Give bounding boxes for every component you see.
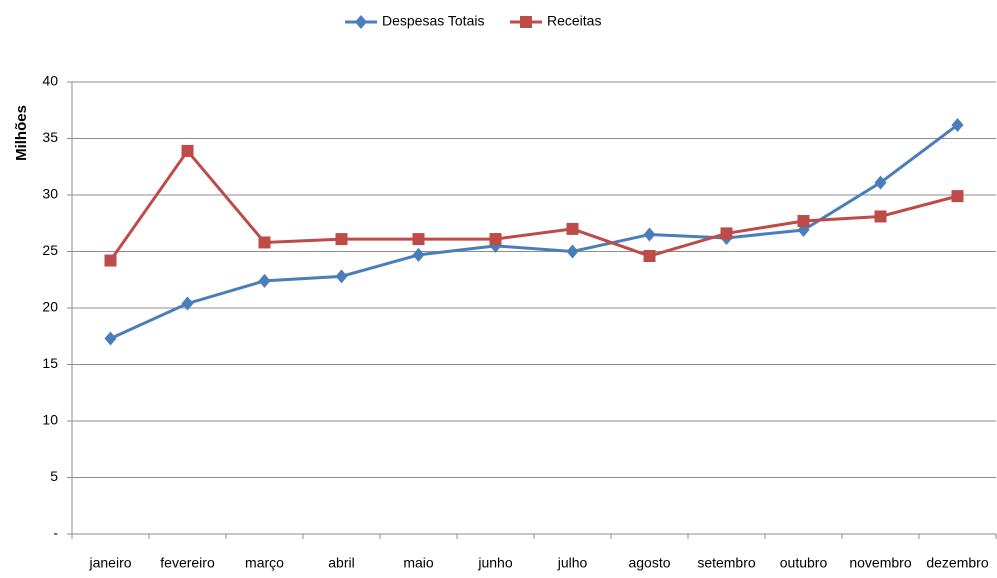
y-tick-label: 40 [42, 73, 58, 89]
data-point [104, 331, 117, 346]
data-point [951, 117, 964, 132]
series-line [109, 123, 959, 340]
data-point [720, 227, 733, 240]
data-point [951, 190, 964, 203]
data-point [181, 296, 194, 311]
data-point [566, 244, 579, 259]
data-point [797, 214, 810, 227]
x-tick-label: agosto [628, 555, 670, 571]
data-point [258, 273, 271, 288]
x-tick-label: outubro [780, 555, 828, 571]
y-tick-label: 10 [42, 412, 58, 428]
legend-marker [520, 16, 532, 28]
data-point [335, 269, 348, 284]
data-point [643, 227, 656, 242]
data-point [643, 250, 656, 263]
x-tick-label: dezembro [926, 555, 988, 571]
data-point [258, 236, 271, 249]
x-tick-label: maio [403, 555, 434, 571]
x-tick-label: março [245, 555, 284, 571]
data-point [335, 233, 348, 246]
data-point [874, 175, 887, 190]
y-tick-label: - [53, 525, 58, 541]
x-tick-label: novembro [849, 555, 911, 571]
data-point [412, 233, 425, 246]
legend-label: Despesas Totais [382, 13, 484, 29]
legend-marker [355, 15, 367, 29]
y-tick-label: 30 [42, 186, 58, 202]
x-tick-label: janeiro [88, 555, 131, 571]
x-tick-label: julho [557, 555, 588, 571]
data-point [489, 233, 502, 246]
y-tick-label: 35 [42, 129, 58, 145]
y-tick-label: 20 [42, 299, 58, 315]
y-axis-label: Milhões [13, 105, 30, 161]
series-line [109, 148, 958, 262]
x-tick-label: setembro [697, 555, 756, 571]
data-point [566, 222, 579, 235]
x-tick-label: junho [477, 555, 512, 571]
data-point [412, 247, 425, 262]
data-point [181, 144, 194, 157]
y-tick-label: 25 [42, 242, 58, 258]
data-point [874, 210, 887, 223]
y-tick-label: 15 [42, 355, 58, 371]
data-point [104, 254, 117, 267]
y-tick-label: 5 [50, 468, 58, 484]
x-tick-label: fevereiro [160, 555, 215, 571]
legend-label: Receitas [547, 13, 601, 29]
x-tick-label: abril [328, 555, 354, 571]
